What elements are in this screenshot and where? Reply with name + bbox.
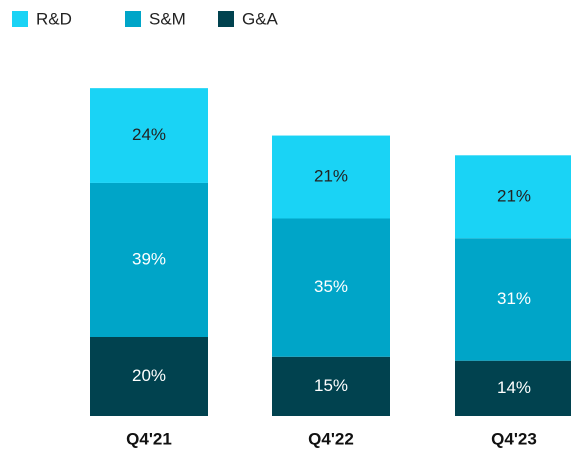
x-tick-label: Q4'22 <box>308 429 354 448</box>
data-label: 15% <box>314 376 348 395</box>
bar-segment <box>90 182 208 337</box>
bar-segment <box>90 88 208 183</box>
bar-segment <box>272 218 390 357</box>
data-label: 35% <box>314 277 348 296</box>
bar-segment <box>272 356 390 416</box>
data-label: 31% <box>497 289 531 308</box>
legend-swatch <box>12 11 28 27</box>
bar-segment <box>90 337 208 416</box>
legend-swatch <box>218 11 234 27</box>
bar-segment <box>272 135 390 219</box>
legend-swatch <box>125 11 141 27</box>
legend-label: R&D <box>36 9 72 28</box>
data-label: 21% <box>314 167 348 186</box>
data-label: 21% <box>497 186 531 205</box>
bar-segment <box>455 360 571 416</box>
x-tick-label: Q4'21 <box>126 429 172 448</box>
bar-segment <box>455 238 571 361</box>
legend-label: G&A <box>242 9 279 28</box>
data-label: 20% <box>132 366 166 385</box>
x-tick-label: Q4'23 <box>491 429 537 448</box>
data-label: 14% <box>497 378 531 397</box>
legend-label: S&M <box>149 9 186 28</box>
bar-segment <box>455 155 571 239</box>
data-label: 24% <box>132 125 166 144</box>
data-label: 39% <box>132 249 166 268</box>
